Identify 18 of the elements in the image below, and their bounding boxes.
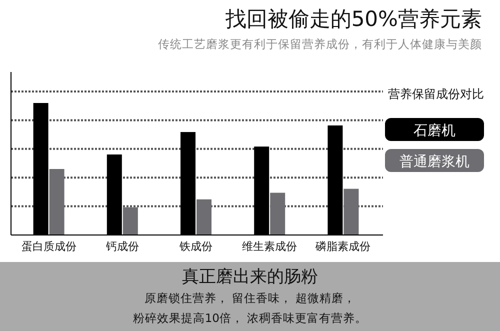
x-tick-label: 磷脂素成份 [314,240,371,253]
legend-title: 营养保留成份对比 [388,87,484,101]
x-tick-label: 维生素成份 [242,240,298,253]
bar [49,169,64,235]
x-tick-label: 蛋白质成份 [21,240,76,253]
bar [344,188,359,235]
x-tick-label: 铁成份 [178,240,212,253]
x-tick-label: 钙成份 [104,240,139,253]
chart-subtitle: 传统工艺磨浆更有利于保留营养成份，有利于人体健康与美颜 [158,37,482,51]
bar [122,207,138,235]
text: 普通磨浆机 [400,153,470,170]
text: 粉碎效果提高10倍， 浓稠香味更富有营养。 [132,311,368,325]
text: 石磨机 [414,123,456,139]
bar [270,192,286,235]
bar [196,199,212,235]
text: 真正磨出来的肠粉 [182,267,318,287]
text: 原磨锁住营养， 留住香味， 超微精磨， [144,291,356,305]
chart-title: 找回被偷走的50%营养元素 [224,7,482,31]
